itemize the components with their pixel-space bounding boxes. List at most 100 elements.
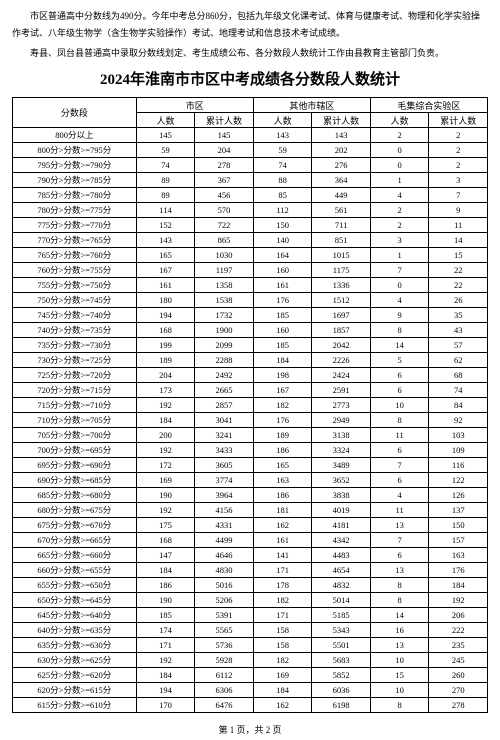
table-cell: 4156	[195, 503, 254, 518]
table-cell: 158	[253, 638, 312, 653]
table-cell: 170	[136, 698, 195, 713]
table-cell: 167	[136, 263, 195, 278]
table-cell: 675分>分数>=670分	[13, 518, 137, 533]
table-row: 710分>分数>=705分18430411762949892	[13, 413, 488, 428]
table-cell: 1512	[312, 293, 371, 308]
table-cell: 10	[370, 683, 429, 698]
table-cell: 92	[429, 413, 488, 428]
table-cell: 189	[136, 353, 195, 368]
header-group-1: 市区	[136, 98, 253, 113]
header-cum: 累计人数	[429, 113, 488, 128]
table-cell: 278	[195, 158, 254, 173]
table-cell: 6	[370, 473, 429, 488]
table-cell: 162	[253, 698, 312, 713]
table-cell: 141	[253, 548, 312, 563]
table-cell: 189	[253, 428, 312, 443]
table-cell: 6	[370, 548, 429, 563]
table-cell: 185	[253, 308, 312, 323]
table-cell: 13	[370, 638, 429, 653]
header-count: 人数	[136, 113, 195, 128]
table-cell: 114	[136, 203, 195, 218]
table-row: 700分>分数>=695分192343318633246109	[13, 443, 488, 458]
table-cell: 765分>分数>=760分	[13, 248, 137, 263]
table-row: 780分>分数>=775分11457011256129	[13, 203, 488, 218]
table-cell: 4	[370, 488, 429, 503]
table-cell: 6112	[195, 668, 254, 683]
table-cell: 140	[253, 233, 312, 248]
table-cell: 2042	[312, 338, 371, 353]
table-row: 800分以上14514514314322	[13, 128, 488, 143]
table-cell: 7	[429, 188, 488, 203]
table-cell: 760分>分数>=755分	[13, 263, 137, 278]
table-cell: 5	[370, 353, 429, 368]
table-cell: 3489	[312, 458, 371, 473]
table-row: 665分>分数>=660分147464614144836163	[13, 548, 488, 563]
table-cell: 185	[253, 338, 312, 353]
table-cell: 186	[253, 443, 312, 458]
table-cell: 89	[136, 173, 195, 188]
table-cell: 735分>分数>=730分	[13, 338, 137, 353]
table-cell: 13	[370, 563, 429, 578]
table-cell: 5683	[312, 653, 371, 668]
table-cell: 270	[429, 683, 488, 698]
table-cell: 122	[429, 473, 488, 488]
table-cell: 4181	[312, 518, 371, 533]
table-cell: 22	[429, 278, 488, 293]
table-cell: 775分>分数>=770分	[13, 218, 137, 233]
table-cell: 169	[253, 668, 312, 683]
table-cell: 1857	[312, 323, 371, 338]
table-cell: 8	[370, 593, 429, 608]
table-cell: 59	[136, 143, 195, 158]
table-row: 680分>分数>=675分1924156181401911137	[13, 503, 488, 518]
table-cell: 6036	[312, 683, 371, 698]
intro-paragraph-2: 寿县、凤台县普通高中录取分数线划定、考生成绩公布、各分数段人数统计工作由县教育主…	[12, 45, 488, 62]
table-row: 720分>分数>=715分17326651672591674	[13, 383, 488, 398]
table-cell: 158	[253, 623, 312, 638]
table-cell: 22	[429, 263, 488, 278]
table-cell: 780分>分数>=775分	[13, 203, 137, 218]
header-range: 分数段	[13, 98, 137, 128]
header-group-2: 其他市辖区	[253, 98, 370, 113]
table-cell: 4	[370, 188, 429, 203]
table-cell: 4830	[195, 563, 254, 578]
table-cell: 8	[370, 698, 429, 713]
table-cell: 2226	[312, 353, 371, 368]
table-cell: 74	[429, 383, 488, 398]
table-cell: 3605	[195, 458, 254, 473]
table-cell: 3838	[312, 488, 371, 503]
table-cell: 456	[195, 188, 254, 203]
table-cell: 690分>分数>=685分	[13, 473, 137, 488]
table-cell: 1175	[312, 263, 371, 278]
table-row: 660分>分数>=655分1844830171465413176	[13, 563, 488, 578]
table-cell: 150	[253, 218, 312, 233]
table-row: 750分>分数>=745分18015381761512426	[13, 293, 488, 308]
table-row: 745分>分数>=740分19417321851697935	[13, 308, 488, 323]
table-cell: 171	[253, 563, 312, 578]
table-cell: 160	[253, 323, 312, 338]
table-cell: 74	[253, 158, 312, 173]
table-cell: 625分>分数>=620分	[13, 668, 137, 683]
table-cell: 204	[136, 368, 195, 383]
table-cell: 168	[136, 533, 195, 548]
table-cell: 88	[253, 173, 312, 188]
table-cell: 2591	[312, 383, 371, 398]
table-cell: 5852	[312, 668, 371, 683]
table-cell: 185	[136, 608, 195, 623]
table-cell: 206	[429, 608, 488, 623]
table-cell: 103	[429, 428, 488, 443]
table-cell: 715分>分数>=710分	[13, 398, 137, 413]
table-row: 705分>分数>=700分2003241189313811103	[13, 428, 488, 443]
table-cell: 161	[136, 278, 195, 293]
table-cell: 3241	[195, 428, 254, 443]
table-cell: 1336	[312, 278, 371, 293]
table-cell: 3	[429, 173, 488, 188]
header-count: 人数	[370, 113, 429, 128]
table-row: 735分>分数>=730分199209918520421457	[13, 338, 488, 353]
table-row: 645分>分数>=640分1855391171518514206	[13, 608, 488, 623]
table-cell: 2	[370, 128, 429, 143]
table-cell: 770分>分数>=765分	[13, 233, 137, 248]
table-cell: 1030	[195, 248, 254, 263]
table-row: 740分>分数>=735分16819001601857843	[13, 323, 488, 338]
table-cell: 8	[370, 413, 429, 428]
table-cell: 790分>分数>=785分	[13, 173, 137, 188]
